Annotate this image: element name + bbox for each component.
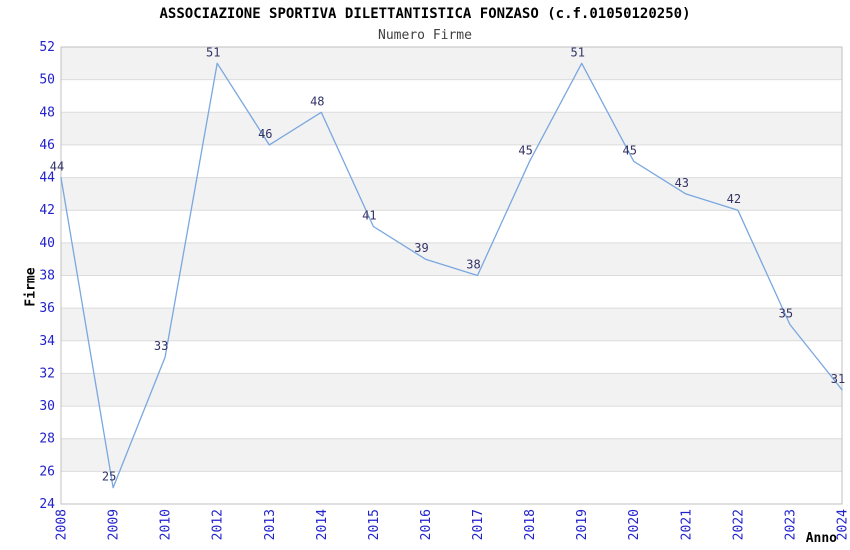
grid-band (61, 177, 842, 211)
data-point-label: 38 (466, 258, 480, 272)
x-tick-label: 2018 (523, 509, 538, 540)
y-tick-label: 44 (39, 171, 55, 186)
data-point-label: 33 (154, 339, 168, 353)
y-tick-label: 34 (39, 334, 55, 349)
y-tick-label: 30 (39, 399, 55, 414)
grid-band (61, 308, 842, 341)
x-tick-label: 2022 (731, 509, 746, 540)
y-tick-label: 42 (39, 203, 55, 218)
y-tick-label: 40 (39, 236, 55, 251)
data-point-label: 25 (102, 470, 116, 484)
y-tick-label: 26 (39, 464, 55, 479)
y-tick-label: 36 (39, 301, 55, 316)
grid-band (61, 275, 842, 309)
x-tick-label: 2015 (367, 509, 382, 540)
x-tick-label: 2016 (419, 509, 434, 540)
x-tick-label: 2019 (575, 509, 590, 540)
data-point-label: 41 (362, 209, 376, 223)
chart-title: ASSOCIAZIONE SPORTIVA DILETTANTISTICA FO… (159, 6, 691, 22)
x-tick-label: 2017 (471, 509, 486, 540)
x-tick-label: 2024 (836, 509, 850, 540)
data-point-label: 31 (831, 372, 845, 386)
x-axis-label: Anno (805, 531, 837, 546)
grid-band (61, 438, 842, 472)
x-tick-label: 2023 (783, 509, 798, 540)
data-point-label: 44 (50, 160, 64, 174)
x-tick-label: 2010 (159, 509, 174, 540)
x-tick-label: 2008 (55, 509, 70, 540)
x-tick-label: 2020 (627, 509, 642, 540)
x-tick-label: 2014 (315, 509, 330, 540)
data-point-label: 45 (518, 143, 532, 157)
grid-band (61, 79, 842, 113)
data-point-label: 46 (258, 127, 272, 141)
x-tick-label: 2021 (679, 509, 694, 540)
x-tick-label: 2009 (107, 509, 122, 540)
grid-band (61, 47, 842, 80)
x-tick-label: 2012 (211, 509, 226, 540)
grid-band (61, 144, 842, 178)
y-tick-label: 50 (39, 73, 55, 88)
grid-band (61, 340, 842, 374)
x-tick-label: 2013 (263, 509, 278, 540)
grid-band (61, 406, 842, 439)
grid-band (61, 242, 842, 276)
data-point-label: 45 (622, 143, 636, 157)
y-tick-label: 28 (39, 432, 55, 447)
plot-border (60, 46, 843, 505)
series-line (60, 62, 843, 489)
y-tick-label: 32 (39, 366, 55, 381)
data-point-label: 42 (727, 192, 741, 206)
data-point-label: 43 (675, 176, 689, 190)
y-tick-label: 46 (39, 138, 55, 153)
grid-band (61, 210, 842, 243)
y-tick-label: 48 (39, 105, 55, 120)
data-point-label: 51 (206, 45, 220, 59)
y-tick-label: 38 (39, 269, 55, 284)
data-point-label: 39 (414, 241, 428, 255)
data-point-label: 48 (310, 94, 324, 108)
chart-subtitle: Numero Firme (378, 28, 472, 43)
grid-band (61, 471, 842, 504)
y-axis-label: Firme (23, 267, 39, 307)
data-point-label: 35 (779, 307, 793, 321)
data-point-label: 51 (570, 45, 584, 59)
y-tick-label: 52 (39, 40, 55, 55)
grid-band (61, 112, 842, 145)
grid-band (61, 373, 842, 407)
y-tick-label: 24 (39, 497, 55, 512)
